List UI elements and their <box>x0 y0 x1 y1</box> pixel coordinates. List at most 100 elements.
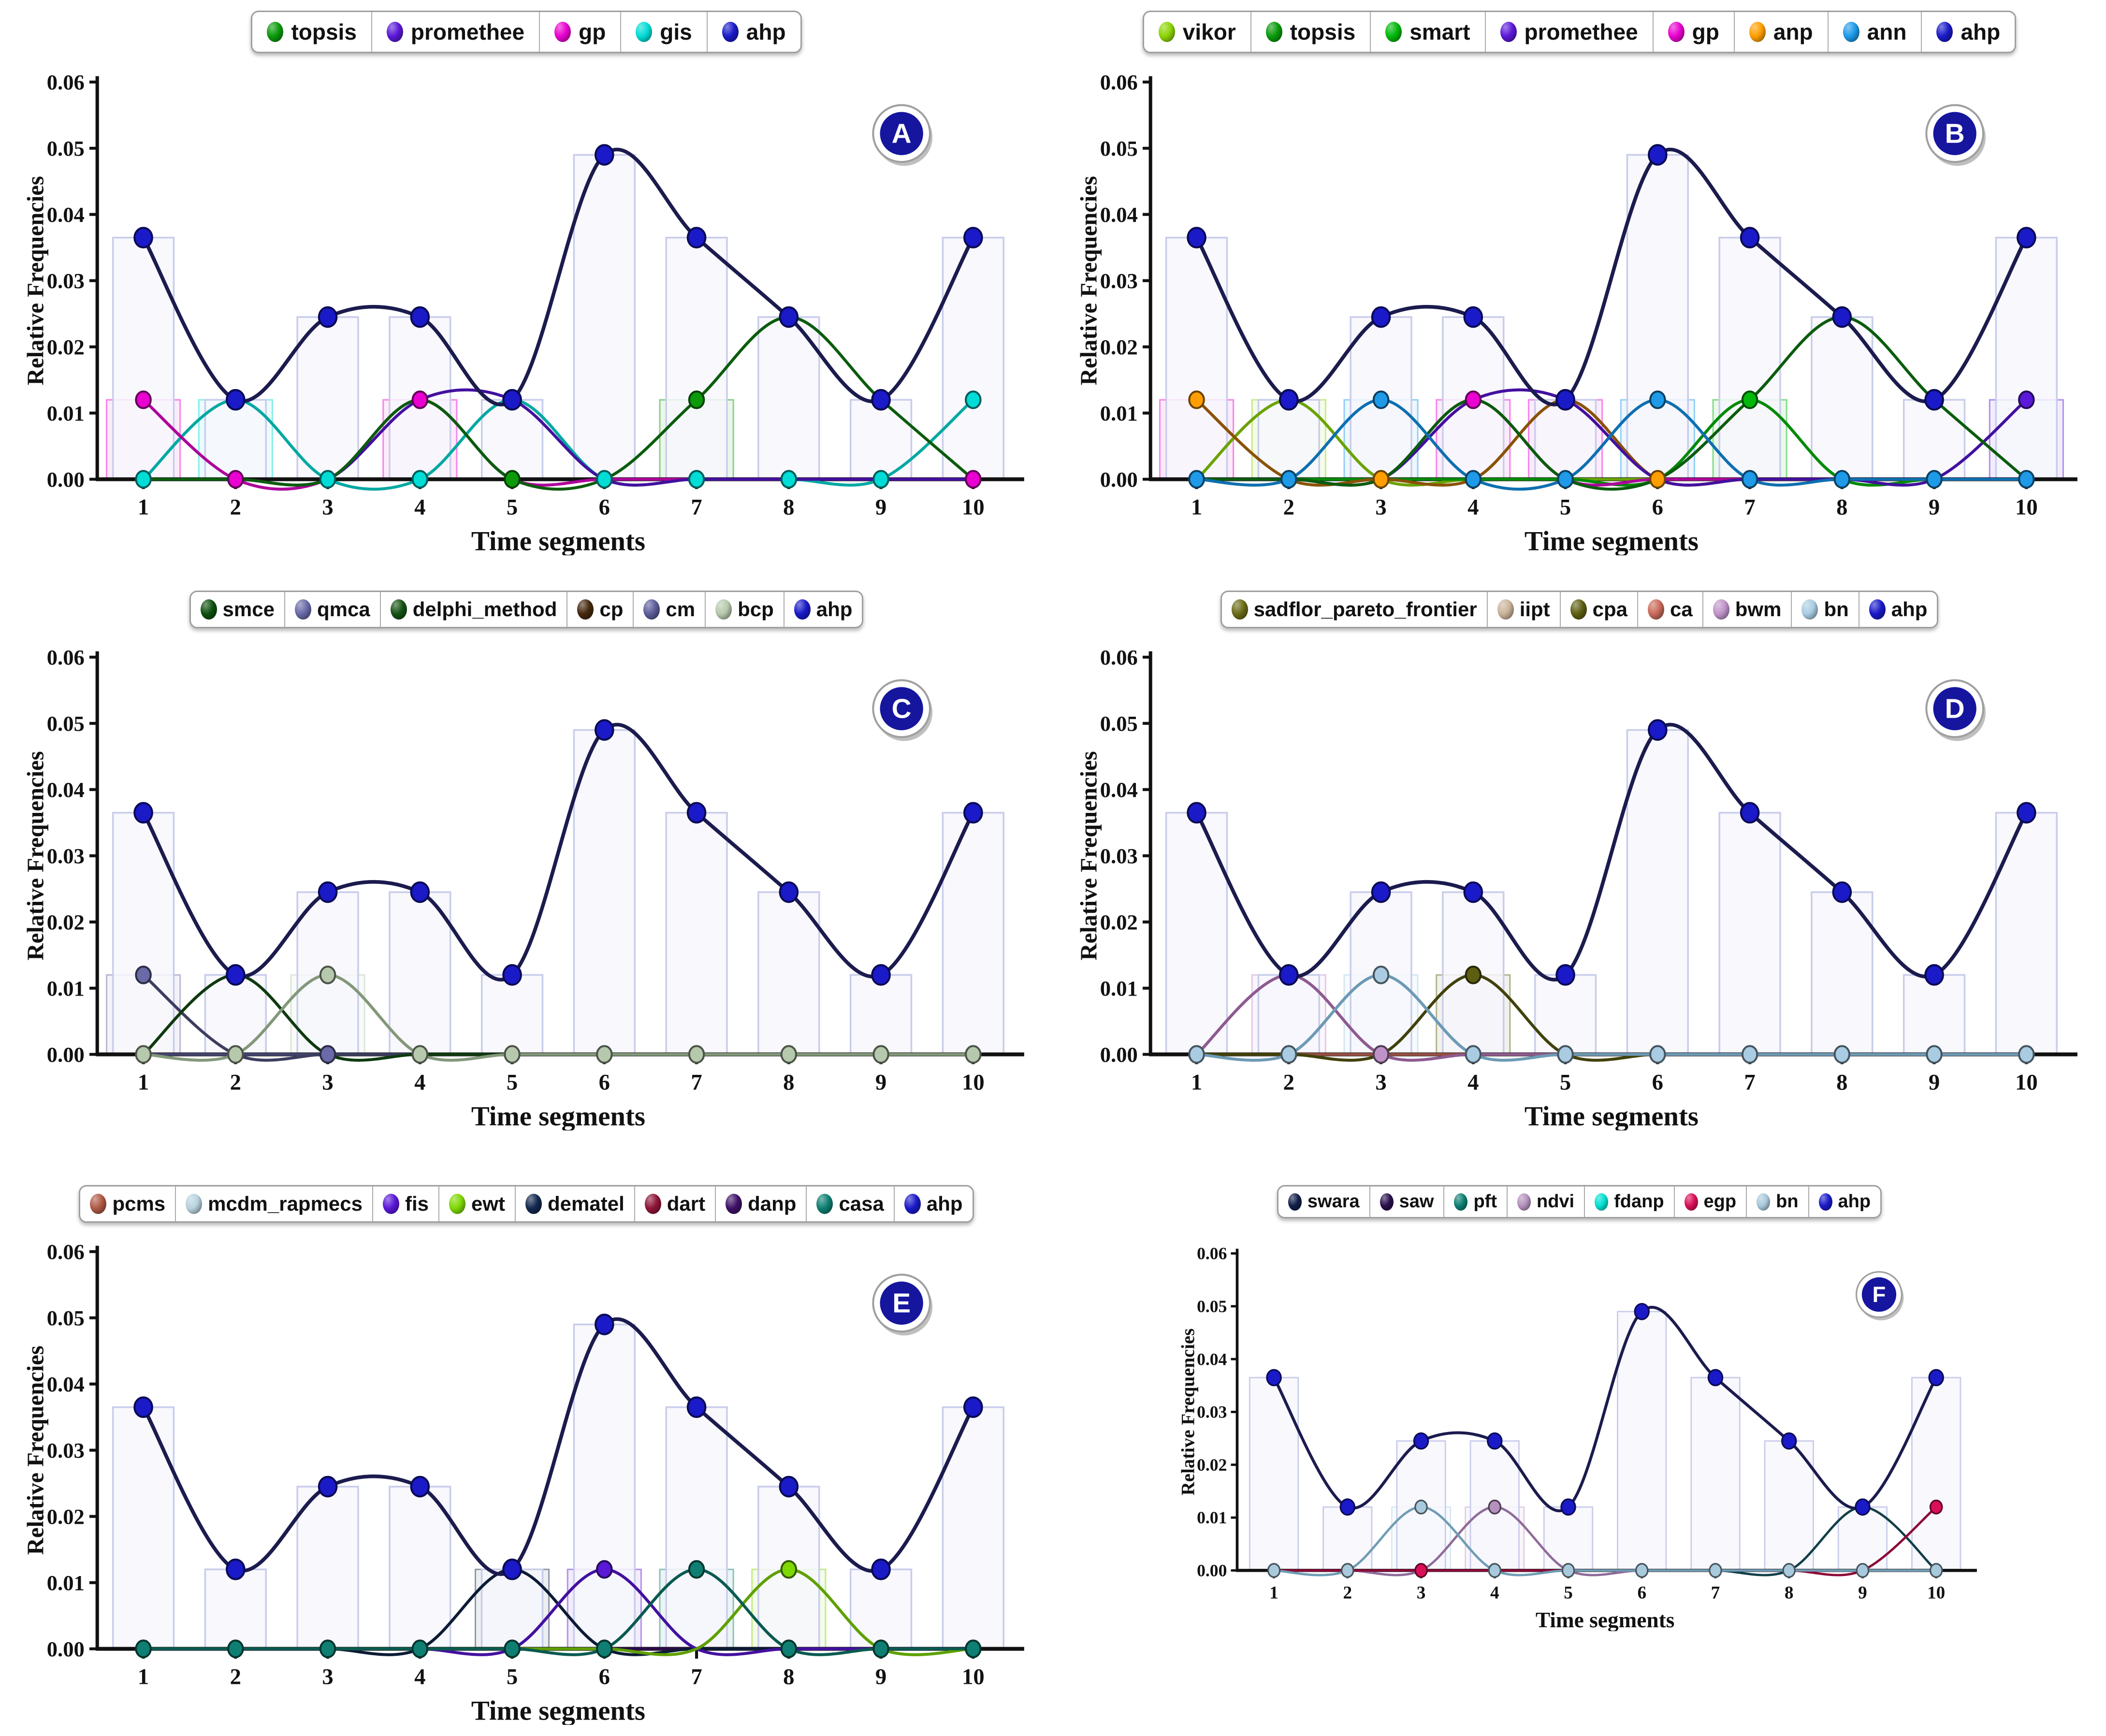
bar-main <box>942 811 1005 1056</box>
marker-ahp <box>1647 719 1668 741</box>
series-line-ahp <box>141 147 975 406</box>
legend-item-bn: bn <box>1746 1186 1808 1217</box>
marker-ahp <box>133 1396 153 1418</box>
legend-label: ca <box>1670 598 1693 621</box>
marker-casa <box>411 1639 429 1658</box>
legend-marker-delphi_method-icon <box>390 599 407 620</box>
marker-ahp <box>1832 881 1852 903</box>
marker-casa <box>227 1639 244 1658</box>
series-line-ahp <box>1194 147 2028 406</box>
y-tick-label: 0.03 <box>1100 844 1137 868</box>
bar-main <box>296 1486 359 1650</box>
marker-bcp <box>780 1045 798 1064</box>
marker-bn <box>1929 1563 1943 1578</box>
legend-item-topsis: topsis <box>1250 12 1370 52</box>
marker-bcp <box>135 1045 152 1064</box>
marker-bn <box>1267 1563 1280 1578</box>
marker-promethee <box>2018 390 2035 409</box>
legend-item-saw: saw <box>1369 1186 1444 1217</box>
marker-ahp <box>133 802 153 824</box>
x-tick-label: 4 <box>414 1070 425 1095</box>
marker-ahp <box>410 306 430 328</box>
marker-anp <box>1649 470 1666 489</box>
legend-item-ewt: ewt <box>438 1186 515 1221</box>
legend-item-ann: ann <box>1827 12 1921 52</box>
bar-main <box>389 1486 451 1650</box>
marker-bcp <box>319 965 336 984</box>
marker-gp <box>965 470 982 489</box>
series-line-ann <box>1195 398 2028 491</box>
legend-item-gis: gis <box>620 12 706 52</box>
marker-ahp <box>1924 389 1944 411</box>
marker-ahp <box>1186 802 1206 824</box>
marker-ahp <box>226 964 246 986</box>
x-tick-label: 1 <box>138 1664 149 1690</box>
marker-gp <box>1465 390 1481 409</box>
series-line-qmca <box>142 973 975 1062</box>
legend-marker-fdanp-icon <box>1595 1193 1609 1211</box>
x-tick-label: 5 <box>507 495 518 520</box>
y-tick-label: 0.00 <box>47 467 85 492</box>
legend-label: bn <box>1776 1191 1799 1212</box>
y-tick-label: 0.03 <box>1100 269 1137 293</box>
y-tick-label: 0.02 <box>1100 910 1137 934</box>
series-line-bcp <box>142 973 975 1062</box>
y-tick-label: 0.06 <box>1100 645 1137 669</box>
y-tick-label: 0.03 <box>47 844 85 868</box>
legend-D: sadflor_pareto_frontier iipt cpa ca bwm bn ahp <box>1220 591 1939 628</box>
legend-label: ahp <box>926 1192 963 1215</box>
x-tick-label: 6 <box>1652 495 1663 520</box>
bar-main <box>204 1568 267 1650</box>
panel-A: topsis promethee gp gis ahp 0.00 0.01 0.02 0.03 0… <box>0 0 1053 580</box>
marker-topsis <box>688 390 705 409</box>
legend-item-fdanp: fdanp <box>1584 1186 1673 1217</box>
legend-label: ahp <box>1961 19 2001 44</box>
legend-item-ca: ca <box>1637 592 1702 627</box>
marker-bcp <box>411 1045 429 1064</box>
legend-item-topsis: topsis <box>252 12 371 52</box>
legend-item-gp: gp <box>539 12 620 52</box>
marker-ann <box>1925 470 1943 489</box>
legend-F: swara saw pft ndvi fdanp egp bn ahp <box>1277 1185 1882 1218</box>
bar-main <box>1810 316 1874 480</box>
marker-ahp <box>1371 881 1391 903</box>
marker-ahp <box>686 1396 707 1418</box>
legend-label: cm <box>666 598 696 621</box>
y-tick-label: 0.01 <box>47 976 85 1000</box>
legend-label: casa <box>839 1192 884 1215</box>
bar-main <box>942 1406 1005 1650</box>
legend-A: topsis promethee gp gis ahp <box>251 11 802 53</box>
marker-ann <box>2018 470 2035 489</box>
y-axis-label: Relative Frequencies <box>24 751 49 960</box>
marker-ahp <box>1186 227 1206 248</box>
legend-item-bcp: bcp <box>705 592 784 627</box>
x-tick-label: 8 <box>1836 1070 1847 1095</box>
marker-ahp <box>779 306 799 328</box>
y-axis-label: Relative Frequencies <box>24 176 49 385</box>
x-tick-label: 7 <box>1744 1070 1755 1095</box>
marker-bcp <box>504 1045 521 1064</box>
y-tick-label: 0.04 <box>47 203 85 227</box>
marker-ahp <box>318 881 338 903</box>
legend-item-mcdm_rapmecs: mcdm_rapmecs <box>175 1186 372 1221</box>
x-tick-label: 9 <box>875 495 886 520</box>
panel-badge-letter: D <box>1945 694 1964 724</box>
legend-item-ahp: ahp <box>783 592 862 627</box>
marker-ahp <box>1463 881 1483 903</box>
panel-F: swara saw pft ndvi fdanp egp bn ahp 0.00 0.01 0.02… <box>1053 1174 2106 1736</box>
x-tick-label: 10 <box>962 495 985 520</box>
marker-qmca <box>135 965 152 984</box>
marker-ann <box>1465 470 1481 489</box>
bar-main <box>1764 1440 1814 1571</box>
legend-marker-bn-icon <box>1801 599 1818 620</box>
legend-item-ndvi: ndvi <box>1506 1186 1584 1217</box>
x-tick-label: 2 <box>1283 495 1294 520</box>
marker-gis <box>780 470 798 489</box>
series-line-ahp <box>1194 723 2028 982</box>
legend-item-bn: bn <box>1791 592 1858 627</box>
y-tick-label: 0.00 <box>47 1637 85 1661</box>
bar-main <box>480 1568 544 1650</box>
panel-badge: C <box>872 679 933 741</box>
x-tick-label: 8 <box>1784 1583 1793 1603</box>
